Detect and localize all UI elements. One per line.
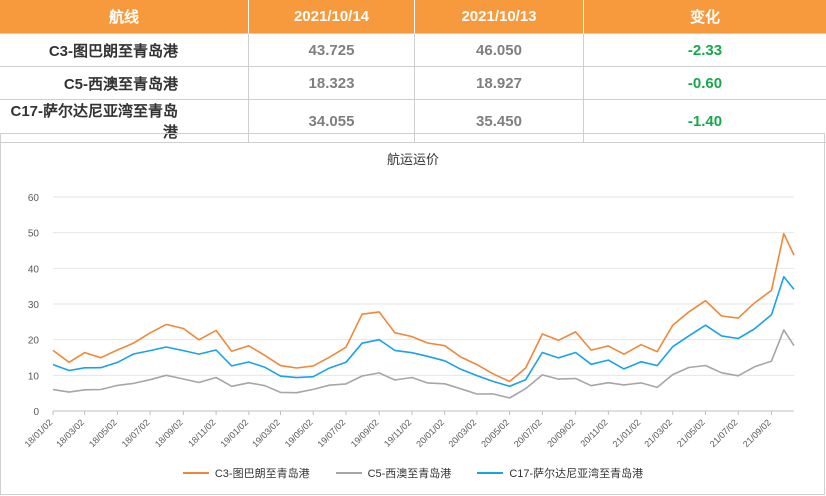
x-tick-label: 20/05/02: [479, 417, 511, 449]
route-cell: C17-萨尔达尼亚湾至青岛港: [0, 99, 249, 143]
y-tick-label: 50: [28, 229, 40, 240]
x-tick-label: 19/05/02: [283, 417, 315, 449]
x-tick-label: 21/05/02: [675, 417, 707, 449]
y-tick-label: 10: [28, 371, 40, 382]
x-tick-label: 21/03/02: [642, 417, 674, 449]
y-tick-label: 40: [28, 264, 40, 275]
value-cell: 43.725: [248, 33, 415, 67]
series-line-0: [52, 232, 795, 383]
table-row: C17-萨尔达尼亚湾至青岛港 34.055 35.450 -1.40: [0, 99, 826, 143]
x-tick-label: 18/05/02: [87, 417, 119, 449]
x-tick-label: 21/01/02: [611, 417, 643, 449]
x-tick-label: 19/01/02: [218, 417, 250, 449]
table-row: C3-图巴朗至青岛港 43.725 46.050 -2.33: [0, 33, 826, 67]
series-line-1: [52, 329, 795, 399]
value-cell: 34.055: [248, 99, 415, 143]
x-tick-label: 18/01/02: [23, 417, 55, 449]
legend-item-c17: C17-萨尔达尼亚湾至青岛港: [477, 463, 643, 483]
value-cell: 18.323: [248, 66, 415, 100]
y-tick-label: 60: [28, 193, 40, 204]
route-cell: C3-图巴朗至青岛港: [0, 33, 249, 67]
legend-item-c3: C3-图巴朗至青岛港: [182, 463, 310, 483]
change-cell: -2.33: [583, 33, 826, 67]
x-tick-label: 20/09/02: [545, 417, 577, 449]
table-header-row: 航线 2021/10/14 2021/10/13 变化: [0, 0, 826, 34]
freight-table: 航线 2021/10/14 2021/10/13 变化 C3-图巴朗至青岛港 4…: [0, 0, 826, 143]
x-tick-label: 18/07/02: [120, 417, 152, 449]
value-cell: 35.450: [414, 99, 584, 143]
route-cell: C5-西澳至青岛港: [0, 66, 249, 100]
change-cell: -0.60: [583, 66, 826, 100]
series-line-2: [52, 276, 795, 387]
x-tick-label: 19/03/02: [250, 417, 282, 449]
legend-label: C5-西澳至青岛港: [367, 468, 452, 480]
value-cell: 18.927: [414, 66, 584, 100]
y-tick-label: 0: [33, 407, 39, 418]
x-tick-label: 19/09/02: [349, 417, 381, 449]
chart-panel: 航运运价 0 10 20 30 40 50 60 18/01/02 18/03/02 18/05…: [0, 133, 825, 495]
table-row: C5-西澳至青岛港 18.323 18.927 -0.60: [0, 66, 826, 100]
x-tick-label: 21/07/02: [708, 417, 740, 449]
chart-title: 航运运价: [387, 152, 439, 167]
x-tick-label: 20/01/02: [414, 417, 446, 449]
x-tick-label: 19/07/02: [316, 417, 348, 449]
y-tick-label: 20: [28, 336, 40, 347]
chart-legend: C3-图巴朗至青岛港 C5-西澳至青岛港 C17-萨尔达尼亚湾至青岛港: [0, 463, 826, 483]
legend-label: C3-图巴朗至青岛港: [214, 468, 310, 480]
legend-item-c5: C5-西澳至青岛港: [335, 463, 452, 483]
x-tick-label: 20/03/02: [446, 417, 478, 449]
legend-swatch: [182, 472, 209, 474]
value-cell: 46.050: [414, 33, 584, 67]
header-change: 变化: [583, 0, 826, 34]
legend-swatch: [335, 472, 362, 474]
y-tick-label: 30: [28, 300, 40, 311]
x-tick-label: 20/07/02: [512, 417, 544, 449]
header-date-1: 2021/10/14: [248, 0, 415, 34]
change-cell: -1.40: [583, 99, 826, 143]
x-tick-label: 18/11/02: [186, 417, 217, 448]
legend-label: C17-萨尔达尼亚湾至青岛港: [509, 468, 644, 480]
line-chart: 航运运价 0 10 20 30 40 50 60 18/01/02 18/03/02 18/05…: [23, 152, 795, 449]
header-route: 航线: [0, 0, 249, 34]
header-date-2: 2021/10/13: [414, 0, 584, 34]
x-tick-label: 18/03/02: [54, 417, 86, 449]
x-tick-label: 19/11/02: [382, 417, 413, 448]
x-tick-label: 20/11/02: [578, 417, 609, 448]
x-tick-label: 21/09/02: [741, 417, 773, 449]
legend-swatch: [477, 472, 504, 474]
x-tick-label: 18/09/02: [153, 417, 185, 449]
